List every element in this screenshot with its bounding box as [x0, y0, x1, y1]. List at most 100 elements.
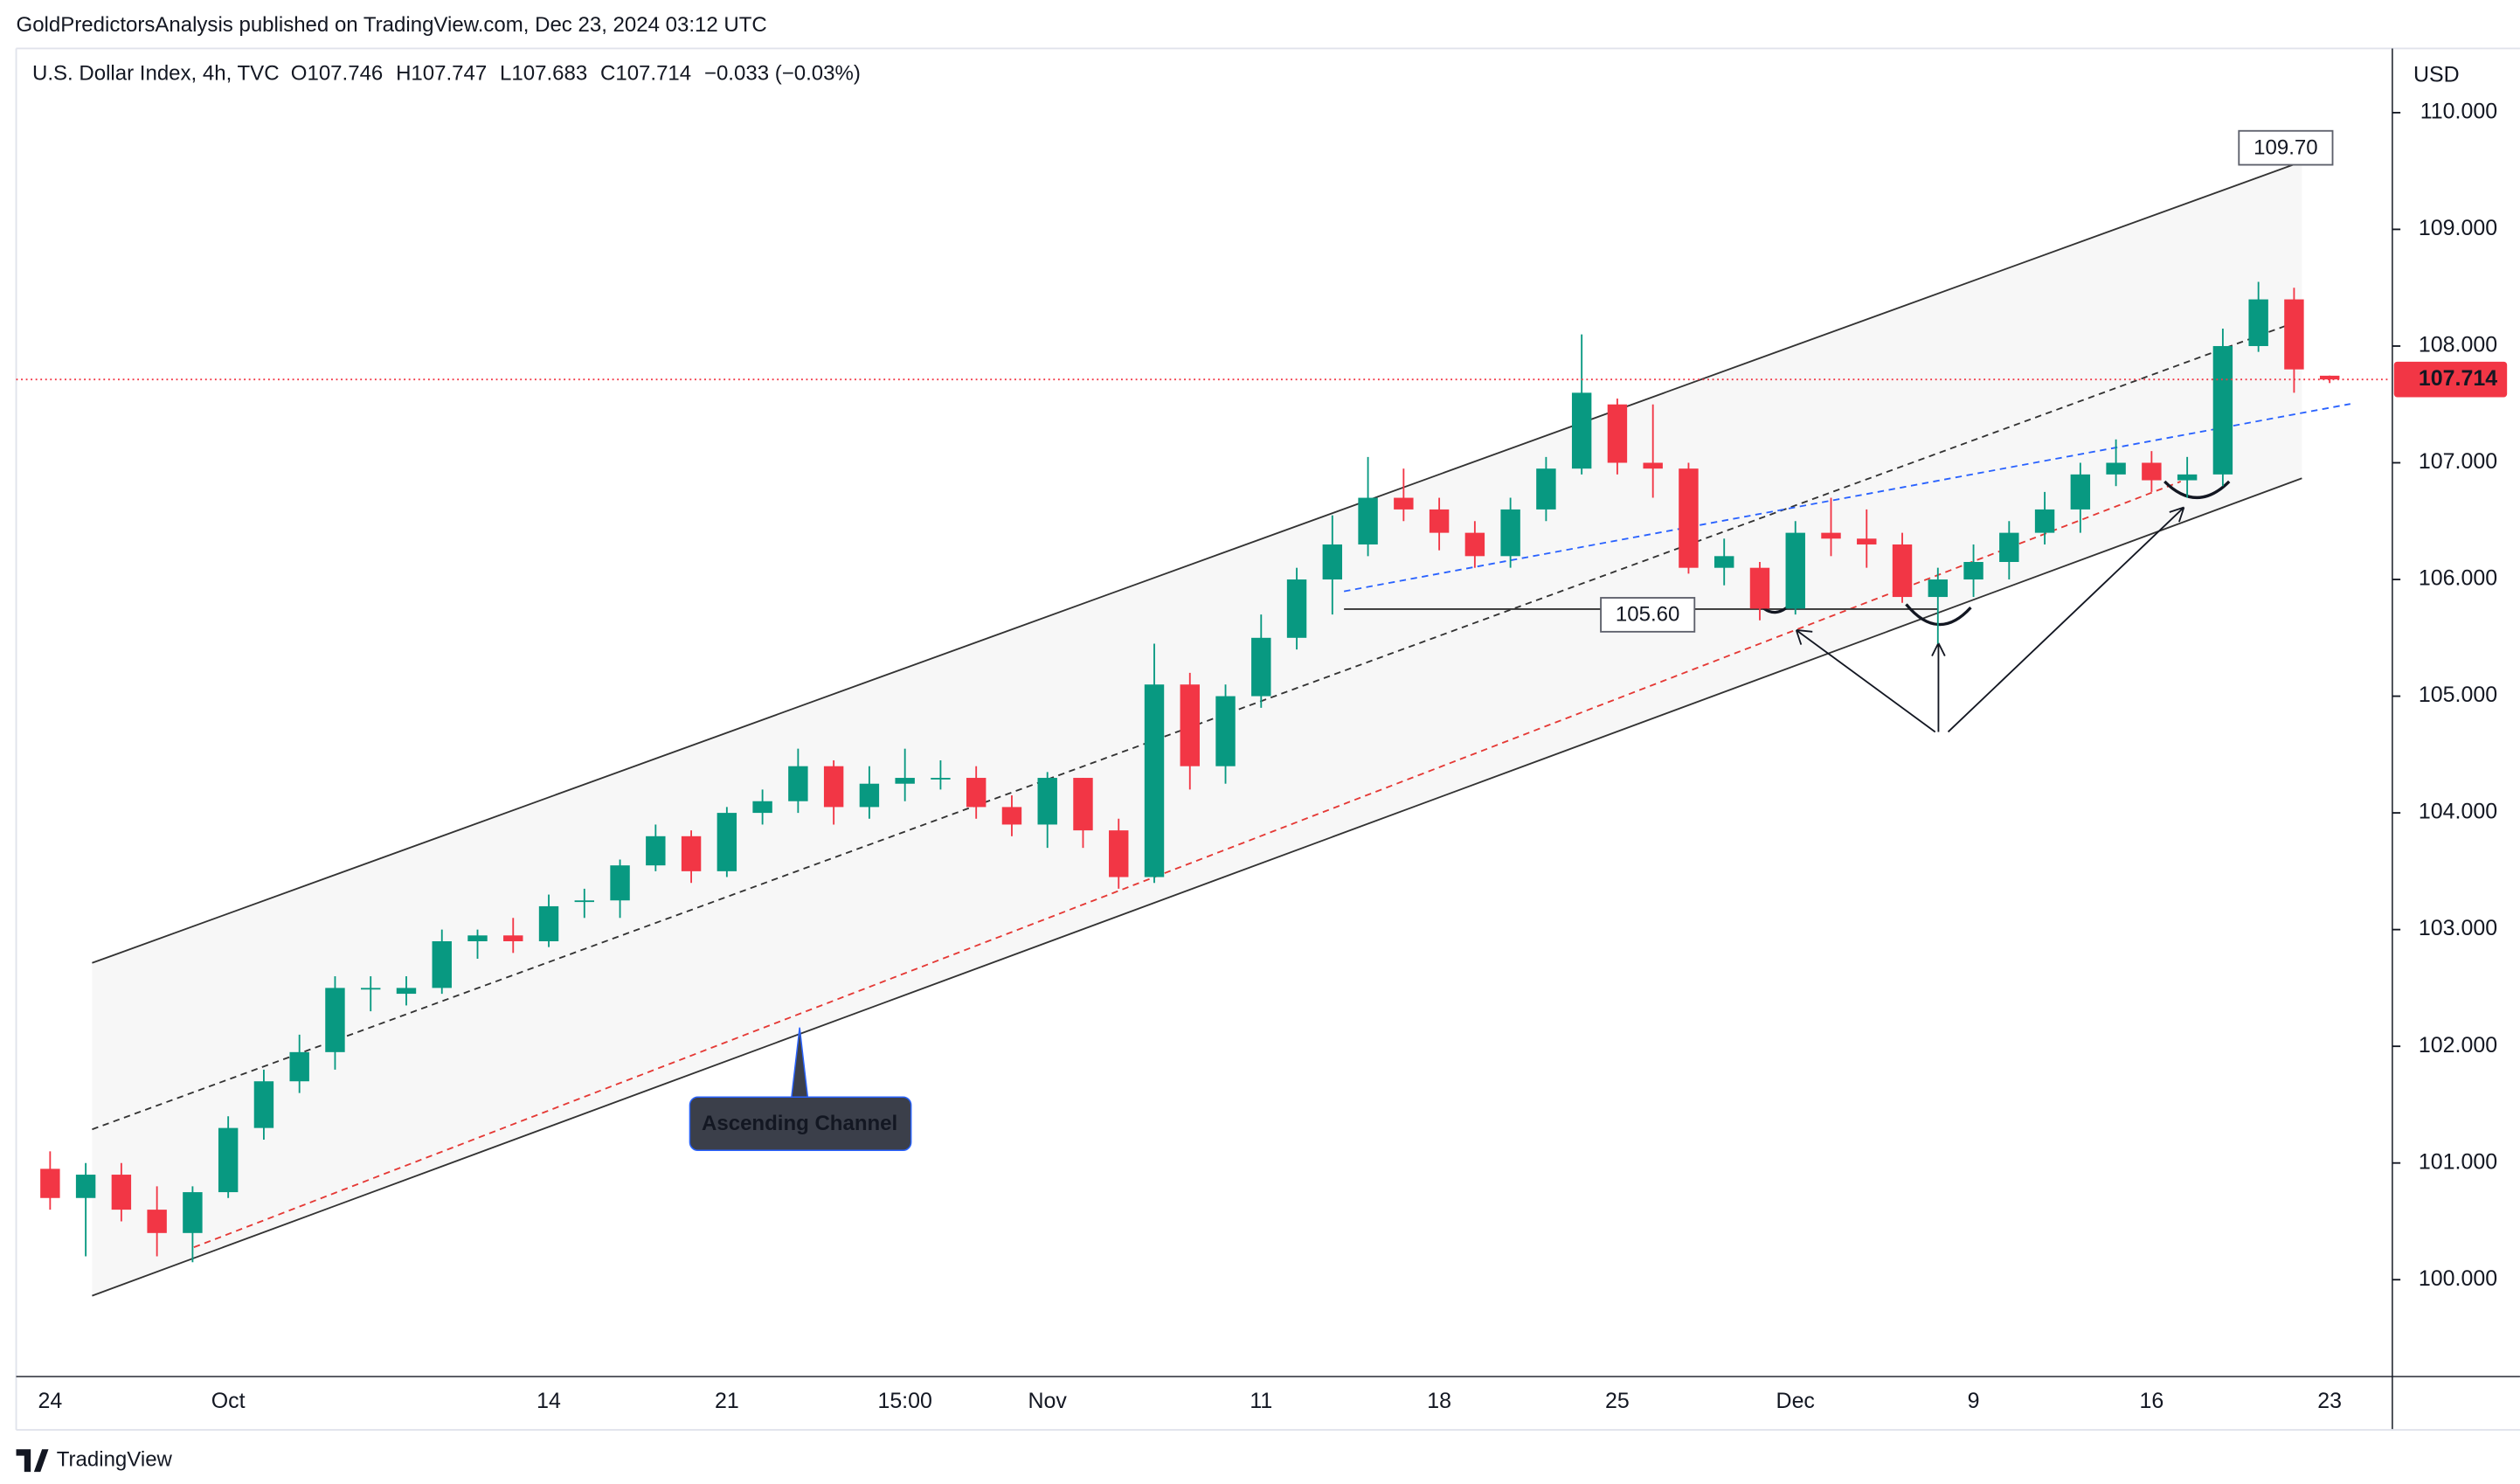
y-tick-label: 107.000	[2419, 449, 2497, 474]
candle-body	[788, 766, 808, 801]
y-tick-label: 106.000	[2419, 566, 2497, 591]
candle-body	[1144, 684, 1165, 877]
ohlc-value: C107.714	[600, 61, 691, 85]
channel-lower	[92, 477, 2302, 1297]
candle-body	[40, 1168, 60, 1198]
last-price-box	[2393, 361, 2508, 398]
y-tick-label: 103.000	[2419, 916, 2497, 940]
candle-body	[681, 836, 702, 871]
label-box	[1600, 597, 1696, 633]
last-price-label: 107.714	[2419, 366, 2497, 391]
candle-body	[396, 988, 417, 995]
plot	[16, 281, 2392, 1263]
candle-body	[1821, 532, 1841, 539]
candle-body	[752, 801, 772, 814]
candle-body	[646, 836, 666, 866]
x-tick-label: 21	[715, 1389, 739, 1413]
y-tick-label: 102.000	[2419, 1033, 2497, 1058]
arrows	[1795, 506, 2185, 733]
candle-body	[1571, 392, 1592, 469]
x-tick-label: Dec	[1776, 1389, 1815, 1413]
candle-body	[1037, 778, 1057, 825]
candle-body	[2142, 462, 2162, 481]
candle-body	[325, 988, 345, 1052]
annotation: Ascending Channel	[702, 1112, 897, 1135]
currency: USD	[2413, 62, 2460, 87]
y-tick-label: 109.000	[2419, 216, 2497, 240]
candle-body	[1892, 544, 1913, 598]
candle-body	[2212, 345, 2233, 475]
candle-body	[1251, 637, 1271, 697]
candle-body	[218, 1127, 239, 1193]
y-tick-label: 105.000	[2419, 683, 2497, 707]
candle-body	[289, 1051, 309, 1082]
candle-body	[1464, 532, 1485, 557]
callout-box	[689, 1096, 912, 1151]
candle-body	[1429, 509, 1450, 533]
ohlc-value: L107.683	[500, 61, 587, 85]
label-box	[2238, 129, 2334, 166]
candle-body	[1536, 468, 1556, 510]
candle-body	[253, 1081, 274, 1128]
x-tick-label: 23	[2317, 1389, 2342, 1413]
candle-body	[1749, 567, 1770, 609]
x-tick-label: 14	[537, 1389, 561, 1413]
support-line	[193, 481, 2182, 1249]
candle-body	[2284, 299, 2304, 370]
x-tick-label: 18	[1427, 1389, 1451, 1413]
symbol: U.S. Dollar Index, 4h, TVC	[32, 61, 280, 85]
candle-body	[966, 778, 987, 808]
brand: TradingView	[57, 1448, 173, 1472]
candle-body	[361, 988, 381, 990]
ohlc-value: H107.747	[396, 61, 487, 85]
y-tick-label: 100.000	[2419, 1266, 2497, 1291]
footer: TradingView	[16, 1448, 173, 1473]
candle-body	[503, 935, 523, 941]
candle-body	[717, 813, 737, 871]
candle-body	[1180, 684, 1200, 766]
candle-body	[2106, 462, 2126, 475]
ohlc-value: −0.033 (−0.03%)	[704, 61, 861, 85]
logo	[16, 1449, 49, 1473]
x-tick-label: 9	[1968, 1389, 1980, 1413]
candle-body	[1999, 532, 2019, 563]
candle-body	[432, 940, 452, 988]
candle-body	[1714, 556, 1734, 568]
candle-body	[2319, 375, 2340, 380]
x-tick-label: 15:00	[877, 1389, 931, 1413]
publisher: GoldPredictorsAnalysis published on Trad…	[17, 13, 767, 37]
candle-body	[931, 778, 951, 780]
candle-body	[1358, 497, 1378, 544]
candle-body	[1857, 538, 1877, 544]
candle-body	[1500, 509, 1520, 557]
candle-body	[2177, 474, 2198, 481]
candle-body	[1679, 468, 1699, 568]
candle-body	[147, 1210, 167, 1233]
ohlc-header: O107.746 H107.747 L107.683 C107.714 −0.033 (…	[291, 61, 861, 85]
y-tick-label: 110.000	[2420, 99, 2497, 123]
candle-body	[574, 900, 595, 903]
candle-body	[823, 766, 844, 808]
candle-body	[1286, 579, 1307, 638]
candle-body	[1963, 562, 1983, 580]
candle-body	[1322, 544, 1343, 580]
annotation: 105.60	[1616, 603, 1679, 627]
trend-line	[1343, 403, 2351, 593]
candle-body	[1001, 807, 1022, 825]
candle-body	[895, 778, 915, 784]
candle-body	[75, 1175, 96, 1198]
x-tick-label: 11	[1250, 1389, 1272, 1413]
candle-body	[183, 1192, 203, 1233]
channel-upper	[92, 160, 2302, 964]
candle-body	[2070, 474, 2091, 510]
x-tick-label: 16	[2139, 1389, 2163, 1413]
candle-body	[610, 865, 630, 901]
y-tick-label: 108.000	[2419, 333, 2497, 357]
x-tick-label: 24	[38, 1389, 62, 1413]
candle-body	[2034, 509, 2055, 533]
candle-body	[538, 905, 559, 941]
y-tick-label: 101.000	[2419, 1149, 2497, 1174]
y-tick-label: 104.000	[2419, 800, 2497, 824]
